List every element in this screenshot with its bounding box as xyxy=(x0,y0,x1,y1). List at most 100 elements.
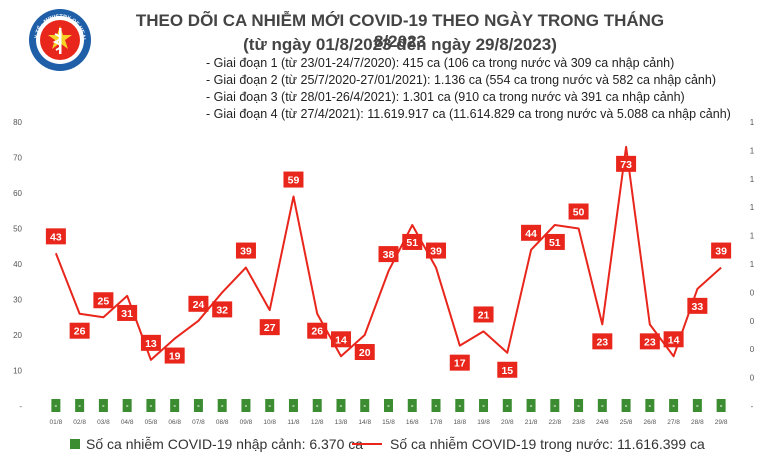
y-tick-label: - xyxy=(19,402,22,411)
x-tick-label: 06/8 xyxy=(168,419,181,426)
y-tick-label: 40 xyxy=(13,260,22,269)
legend-swatch-domestic xyxy=(352,443,382,445)
data-label-box xyxy=(212,301,233,318)
import-bar-label: - xyxy=(173,401,176,410)
import-bar xyxy=(170,399,180,412)
import-bar-label: - xyxy=(720,401,723,410)
data-label: 31 xyxy=(121,308,133,320)
x-tick-label: 22/8 xyxy=(548,419,561,426)
y-tick-label: 10 xyxy=(13,367,22,376)
y2-tick-label: 1 xyxy=(750,232,755,241)
import-bar-label: - xyxy=(55,401,58,410)
data-label-box xyxy=(235,242,256,259)
import-bar xyxy=(265,399,275,412)
data-label: 32 xyxy=(216,304,228,316)
data-label-box xyxy=(188,295,209,312)
x-tick-label: 07/8 xyxy=(192,419,205,426)
y-tick-label: 80 xyxy=(13,118,22,127)
y-tick-label: 50 xyxy=(13,225,22,234)
y2-tick-label: 0 xyxy=(750,317,755,326)
y2-tick-label: - xyxy=(751,402,754,411)
x-tick-label: 02/8 xyxy=(73,419,86,426)
x-tick-label: 28/8 xyxy=(691,419,704,426)
import-bar-label: - xyxy=(197,401,200,410)
x-tick-label: 01/8 xyxy=(50,419,63,426)
x-tick-label: 10/8 xyxy=(263,419,276,426)
x-tick-label: 08/8 xyxy=(216,419,229,426)
data-label-box xyxy=(140,334,161,351)
x-tick-label: 21/8 xyxy=(525,419,538,426)
import-bar-label: - xyxy=(102,401,105,410)
data-label: 59 xyxy=(288,175,300,187)
data-label: 50 xyxy=(573,207,585,219)
legend-item-domestic: Số ca nhiễm COVID-19 trong nước: 11.616.… xyxy=(352,436,705,452)
data-label: 14 xyxy=(668,334,680,346)
data-label-box xyxy=(378,246,399,263)
x-tick-label: 15/8 xyxy=(382,419,395,426)
import-bar xyxy=(288,399,298,412)
x-tick-label: 03/8 xyxy=(97,419,110,426)
import-bar xyxy=(645,399,655,412)
import-bar xyxy=(431,399,441,412)
import-bar-label: - xyxy=(150,401,153,410)
data-label: 14 xyxy=(335,334,347,346)
import-bar xyxy=(241,399,251,412)
data-label-box xyxy=(592,333,613,350)
x-tick-label: 29/8 xyxy=(715,419,728,426)
data-label-box xyxy=(426,242,447,259)
import-bar xyxy=(479,399,489,412)
x-tick-label: 25/8 xyxy=(620,419,633,426)
x-tick-label: 19/8 xyxy=(477,419,490,426)
y2-tick-label: 1 xyxy=(750,260,755,269)
import-bar xyxy=(502,399,512,412)
import-bar xyxy=(384,399,393,412)
x-tick-label: 24/8 xyxy=(596,419,609,426)
x-tick-label: 13/8 xyxy=(335,419,348,426)
x-tick-label: 27/8 xyxy=(667,419,680,426)
data-label: 27 xyxy=(264,322,276,334)
data-label-box xyxy=(330,331,351,348)
x-tick-label: 17/8 xyxy=(430,419,443,426)
x-tick-label: 20/8 xyxy=(501,419,514,426)
data-label-box xyxy=(639,333,660,350)
import-bar xyxy=(574,399,584,412)
import-bar xyxy=(146,399,156,412)
stage-list: Giai đoạn 1 (từ 23/01-24/7/2020): 415 ca… xyxy=(206,55,731,123)
data-label-box xyxy=(568,203,589,220)
data-label-box xyxy=(164,347,185,364)
import-bar-label: - xyxy=(625,401,628,410)
data-label-box xyxy=(93,292,114,309)
data-label-box xyxy=(544,233,565,250)
import-bar-label: - xyxy=(292,401,295,410)
data-label-box xyxy=(117,304,138,321)
import-bar-label: - xyxy=(411,401,414,410)
data-label: 26 xyxy=(311,326,323,338)
stage-item: Giai đoạn 1 (từ 23/01-24/7/2020): 415 ca… xyxy=(206,55,731,72)
y-tick-label: 60 xyxy=(13,189,22,198)
import-bar-label: - xyxy=(482,401,485,410)
import-bar xyxy=(597,399,607,412)
data-label: 39 xyxy=(240,246,252,258)
import-bar-label: - xyxy=(245,401,248,410)
import-bar xyxy=(336,399,346,412)
data-label-box xyxy=(259,319,280,336)
data-label: 39 xyxy=(715,246,727,258)
import-bar-label: - xyxy=(387,401,390,410)
y2-tick-label: 1 xyxy=(750,203,755,212)
x-tick-label: 11/8 xyxy=(287,419,300,426)
data-label-box xyxy=(687,297,708,314)
data-label: 73 xyxy=(620,159,632,171)
data-label: 23 xyxy=(644,336,656,348)
x-tick-label: 14/8 xyxy=(358,419,371,426)
x-tick-label: 05/8 xyxy=(145,419,158,426)
data-label: 25 xyxy=(98,295,110,307)
y2-tick-label: 1 xyxy=(750,175,755,184)
data-label: 20 xyxy=(359,347,371,359)
import-bar xyxy=(217,399,227,412)
import-bar-label: - xyxy=(268,401,271,410)
x-tick-label: 23/8 xyxy=(572,419,585,426)
import-bar xyxy=(716,399,726,412)
chart-title: THEO DÕI CA NHIỄM MỚI COVID-19 THEO NGÀY… xyxy=(135,11,665,51)
y2-tick-label: 0 xyxy=(750,345,755,354)
